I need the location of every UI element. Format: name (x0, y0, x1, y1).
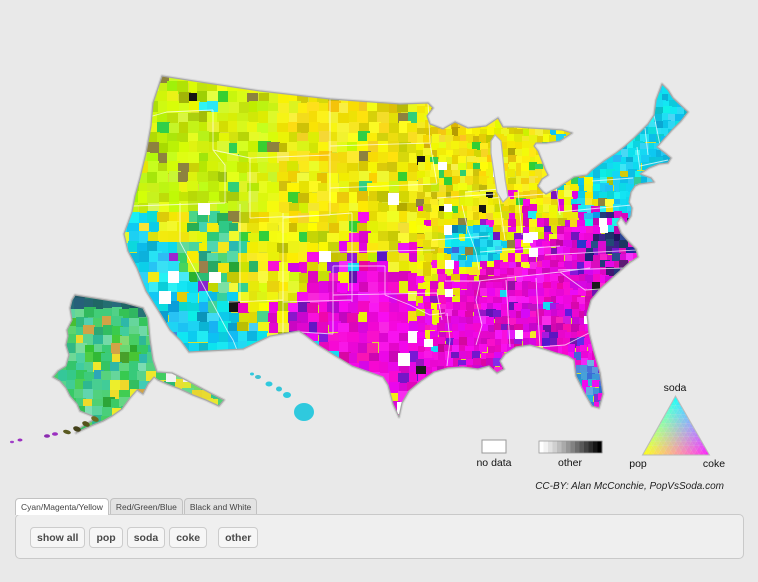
svg-text:pop: pop (629, 458, 647, 470)
svg-text:coke: coke (703, 458, 725, 470)
svg-text:soda: soda (664, 382, 687, 394)
svg-text:CC-BY: Alan McConchie, PopVsSo: CC-BY: Alan McConchie, PopVsSoda.com (535, 481, 724, 492)
svg-text:no data: no data (476, 457, 511, 469)
svg-text:other: other (558, 457, 582, 469)
